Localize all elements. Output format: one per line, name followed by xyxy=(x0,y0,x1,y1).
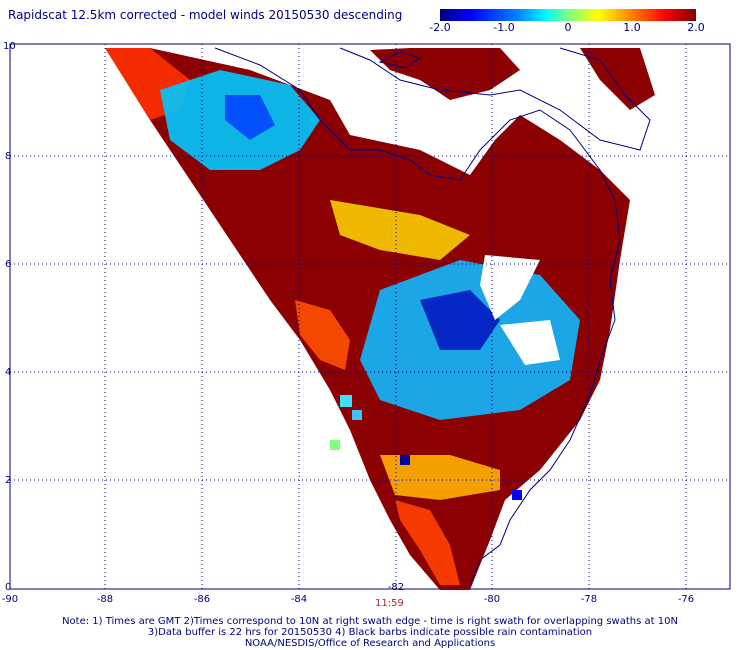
coastline-central-america xyxy=(214,47,621,586)
x-tick-label: -90 xyxy=(2,594,18,605)
y-tick-label: 2 xyxy=(5,475,11,486)
coastlines xyxy=(214,47,651,586)
y-tick-label: 10 xyxy=(3,41,16,52)
footer-notes: Note: 1) Times are GMT 2)Times correspon… xyxy=(0,616,740,649)
colorbar-tick-label: 0 xyxy=(564,21,572,34)
gap-center xyxy=(480,255,540,320)
y-tick-label: 6 xyxy=(5,259,11,270)
y-tick-label: 8 xyxy=(5,151,11,162)
colorbar-gradient xyxy=(440,9,696,21)
blue-spots-west xyxy=(225,95,275,140)
coastline-caribbean-north xyxy=(339,47,651,151)
deep-blue-center xyxy=(420,290,500,350)
x-tick-label: -82 xyxy=(388,582,404,593)
lat-lon-grid xyxy=(10,44,730,589)
colorbar-tick-label: 2.0 xyxy=(687,21,705,34)
y-tick-label: 4 xyxy=(5,367,11,378)
warm-south xyxy=(380,455,500,500)
swath-north xyxy=(370,48,520,100)
colorbar xyxy=(440,9,696,21)
y-axis-labels: 0 2 4 6 8 10 xyxy=(3,41,16,593)
x-tick-label: -76 xyxy=(678,594,694,605)
colorbar-tick-label: -2.0 xyxy=(429,21,451,34)
cool-pixel xyxy=(330,440,340,450)
cool-pixel xyxy=(352,410,362,420)
footer-note-line: 3)Data buffer is 22 hrs for 20150530 4) … xyxy=(147,627,593,638)
blue-pixel xyxy=(512,490,522,500)
y-tick-label: 0 xyxy=(5,582,11,593)
x-axis-labels: -90 -88 -86 -84 -82 -80 -78 -76 xyxy=(2,582,694,605)
footer-credit: NOAA/NESDIS/Office of Research and Appli… xyxy=(244,638,496,649)
blue-pixel xyxy=(400,455,410,465)
plot-frame xyxy=(9,43,731,590)
swath-northeast xyxy=(580,48,655,110)
colorbar-tick-label: 1.0 xyxy=(623,21,641,34)
x-tick-label: -84 xyxy=(291,594,307,605)
warm-edge-southwest xyxy=(295,300,350,370)
yellow-band xyxy=(330,200,470,260)
swath-time-label: 11:59 xyxy=(375,598,404,609)
colorbar-tick-label: -1.0 xyxy=(493,21,515,34)
x-tick-label: -88 xyxy=(97,594,113,605)
warm-south-tip xyxy=(395,500,460,585)
x-tick-label: -78 xyxy=(581,594,597,605)
footer-note-line: Note: 1) Times are GMT 2)Times correspon… xyxy=(62,616,678,627)
data-swath xyxy=(105,48,655,590)
cool-pixel xyxy=(340,395,352,407)
gap-center-2 xyxy=(500,320,560,365)
x-tick-label: -80 xyxy=(484,594,500,605)
coastline-island xyxy=(378,51,422,69)
x-tick-label: -86 xyxy=(194,594,210,605)
map-title: Rapidscat 12.5km corrected - model winds… xyxy=(8,8,403,22)
swath-main xyxy=(105,48,630,590)
